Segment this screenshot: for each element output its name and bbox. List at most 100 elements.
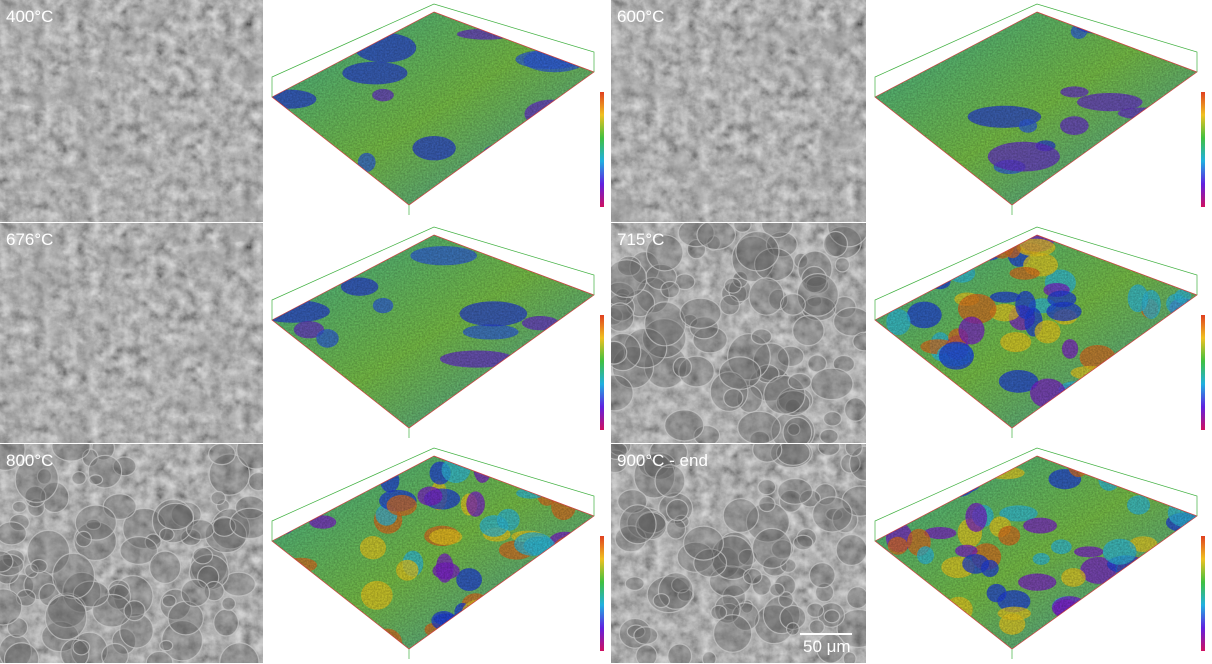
grain (682, 525, 725, 561)
scale-bar: 50 μm (800, 633, 852, 656)
grain (192, 546, 214, 565)
grain (611, 340, 628, 365)
bright-patch (162, 224, 185, 248)
grain (72, 639, 91, 656)
bright-patch (754, 18, 790, 53)
surface-plot (867, 223, 1211, 443)
grain (709, 371, 749, 412)
bright-patch (179, 391, 211, 414)
grain (841, 485, 866, 517)
bright-patch (27, 87, 52, 105)
grain (101, 642, 129, 663)
bright-patch (818, 131, 850, 156)
grain (718, 356, 762, 390)
grain (158, 527, 175, 542)
grain (645, 234, 684, 272)
surface-plot (264, 223, 610, 443)
grain (796, 528, 817, 548)
bright-patch (150, 346, 180, 374)
grain (840, 453, 861, 474)
bright-patch (821, 25, 856, 55)
grain (679, 297, 722, 329)
grain (221, 571, 256, 597)
grain (719, 294, 741, 316)
box-edge (271, 447, 595, 541)
grain (87, 454, 123, 489)
grain (753, 247, 795, 282)
grain (823, 230, 849, 258)
bright-patch (725, 178, 754, 198)
box-edge (874, 3, 1198, 97)
bright-patch (644, 0, 679, 18)
sem-texture (0, 223, 263, 443)
grain (831, 506, 859, 534)
grain (807, 354, 828, 373)
grain (731, 602, 760, 632)
bright-patch (75, 148, 96, 174)
grain (180, 578, 211, 607)
grain (782, 416, 813, 443)
bright-patch (668, 144, 688, 179)
bright-patch (80, 55, 129, 72)
grain (91, 593, 133, 628)
grain (785, 622, 800, 636)
grain (775, 444, 811, 466)
grain (617, 489, 648, 514)
bright-patch (220, 223, 250, 243)
surface-plot (264, 0, 610, 222)
grain (611, 449, 629, 474)
bright-patch (213, 244, 246, 273)
grain (792, 315, 825, 347)
grain (732, 270, 749, 288)
grain (26, 529, 71, 575)
bright-patch (675, 26, 696, 45)
grain (123, 600, 146, 622)
grain (71, 471, 87, 485)
grain (852, 331, 866, 352)
sem-texture (611, 444, 866, 663)
grain (733, 223, 752, 233)
grain (844, 397, 866, 422)
bright-patch (0, 178, 51, 192)
color-bar (600, 92, 604, 207)
grain (737, 410, 782, 443)
bright-patch (4, 273, 57, 306)
grain (159, 639, 174, 652)
grain (793, 252, 809, 269)
bright-patch (806, 165, 855, 188)
bright-patch (15, 93, 58, 107)
bright-patch (693, 171, 722, 204)
grain (660, 280, 680, 299)
grain (777, 477, 813, 505)
bright-patch (820, 31, 857, 49)
color-bar (600, 536, 604, 651)
grain (72, 580, 110, 608)
sem-content (0, 0, 263, 222)
grain (611, 293, 636, 322)
grain (751, 527, 793, 569)
grain (834, 257, 851, 273)
temperature-label: 600°C (617, 7, 664, 26)
grain (778, 489, 803, 513)
bright-patch (144, 97, 174, 124)
grain (611, 444, 628, 460)
bright-patch (611, 195, 632, 222)
grain (75, 530, 92, 548)
grain (236, 444, 263, 470)
grain (787, 372, 812, 391)
grain (842, 651, 857, 663)
grain (611, 259, 648, 298)
grain (752, 444, 783, 463)
bright-patch (228, 223, 259, 242)
grain (677, 223, 715, 248)
bright-patch (823, 68, 850, 84)
grain (624, 576, 645, 591)
bright-patch (170, 121, 196, 138)
bright-patch (829, 120, 865, 150)
bright-patch (244, 53, 263, 83)
grain (119, 612, 154, 649)
grain (758, 495, 776, 513)
bright-patch (717, 155, 745, 174)
grain (749, 430, 771, 443)
grain (806, 602, 825, 618)
